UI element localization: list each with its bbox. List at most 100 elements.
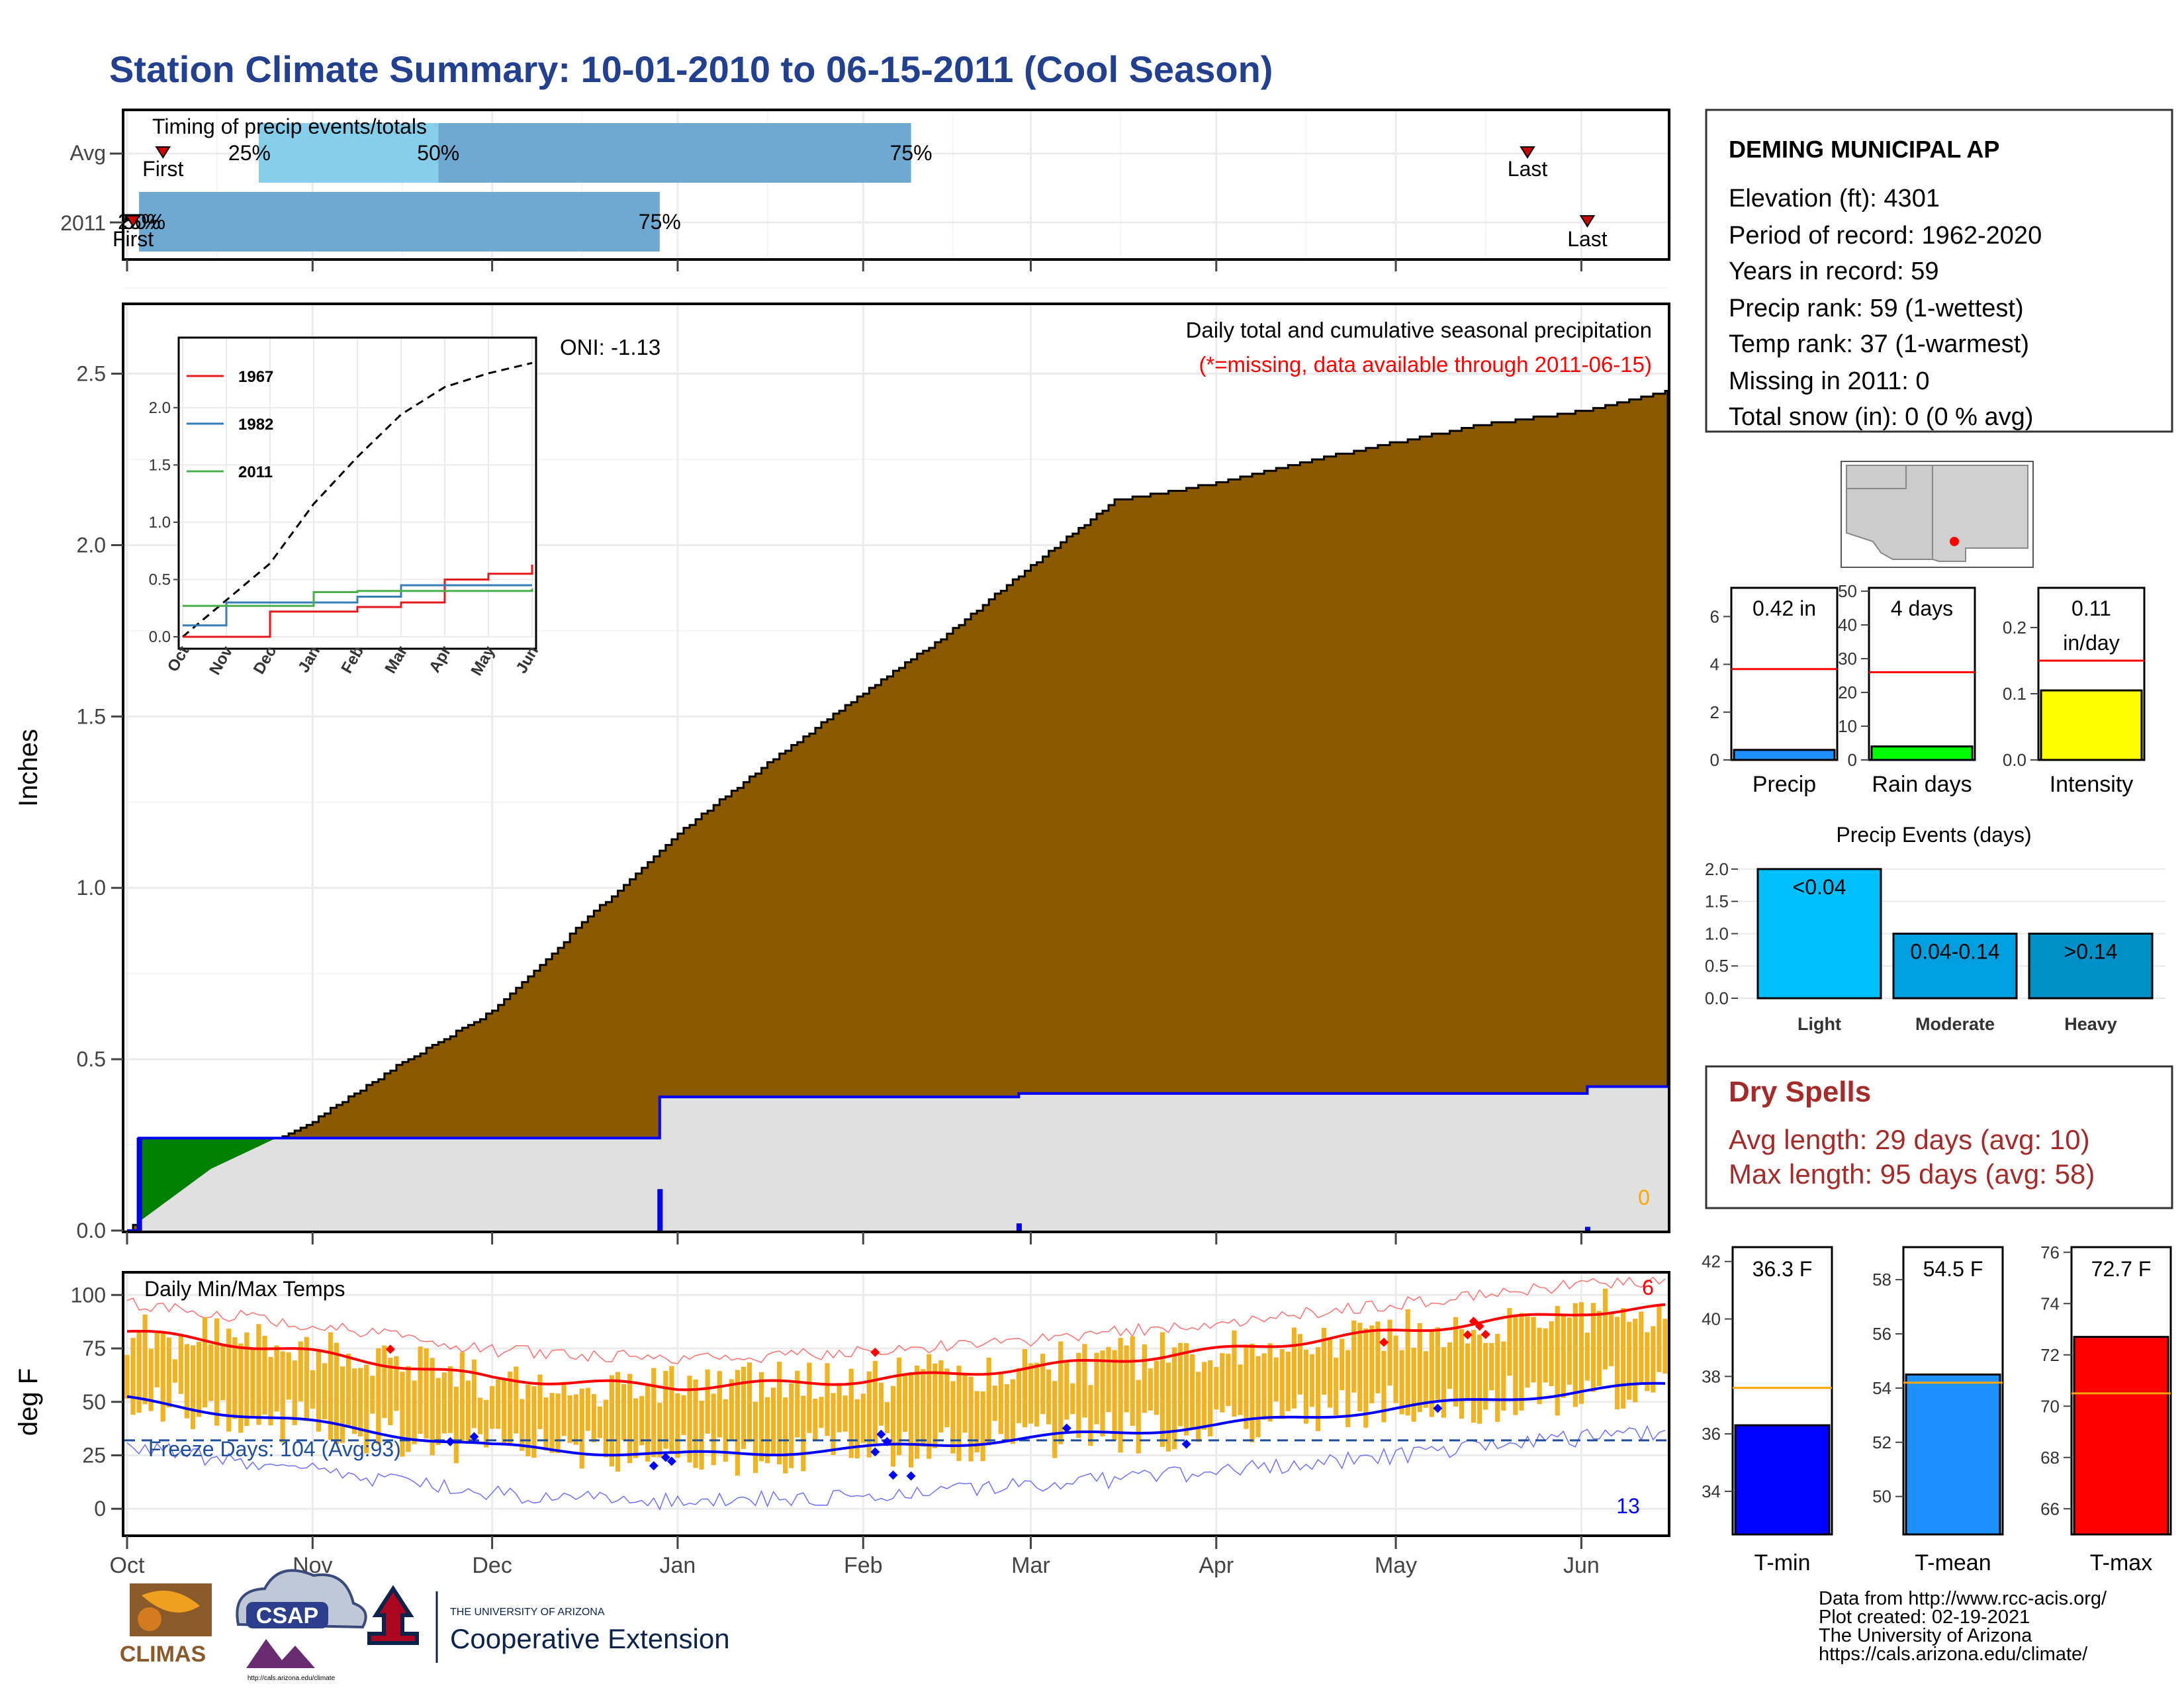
temps-y-tick-label: 50 bbox=[82, 1390, 106, 1414]
daily-temp-bar bbox=[1177, 1342, 1183, 1427]
inset-y-tick-label: 0.5 bbox=[149, 571, 171, 588]
precip-missing-count: 0 bbox=[1638, 1186, 1650, 1209]
daily-temp-bar bbox=[304, 1336, 309, 1421]
climas-logo-text: CLIMAS bbox=[120, 1642, 206, 1667]
footer-line-created: Plot created: 02-19-2021 bbox=[1819, 1607, 2030, 1628]
mini-bar-Intensity bbox=[2040, 689, 2143, 761]
record-min-line bbox=[126, 1425, 1666, 1511]
daily-temp-bar bbox=[286, 1352, 291, 1400]
daily-temp-bar bbox=[1124, 1345, 1129, 1413]
temp-value-label: 54.5 F bbox=[1923, 1257, 1983, 1281]
daily-temp-bar bbox=[1572, 1303, 1578, 1407]
precip-y-axis: 0.0 0.5 1.0 1.5 2.0 2.5 bbox=[77, 362, 1582, 1244]
daily-temp-bar bbox=[1345, 1350, 1351, 1428]
daily-temp-bar bbox=[567, 1395, 572, 1443]
daily-temp-bar bbox=[477, 1397, 483, 1434]
daily-temp-bar bbox=[1483, 1342, 1488, 1410]
daily-temp-bar bbox=[1220, 1353, 1225, 1413]
ua-small-text: THE UNIVERSITY OF ARIZONA bbox=[450, 1607, 605, 1618]
events-y-tick-label: 0.0 bbox=[1705, 988, 1729, 1008]
daily-temp-bar bbox=[1477, 1335, 1482, 1424]
daily-temp-bar bbox=[1309, 1354, 1315, 1407]
daily-temp-bar bbox=[705, 1369, 710, 1434]
daily-temp-bar bbox=[639, 1395, 645, 1446]
temp-y-tick-label: 56 bbox=[1872, 1324, 1891, 1344]
daily-temp-bar bbox=[1489, 1342, 1494, 1391]
temps-ylabel: deg F bbox=[14, 1368, 43, 1436]
daily-temp-bar bbox=[1226, 1353, 1231, 1407]
daily-temp-bar bbox=[1543, 1328, 1548, 1383]
daily-temp-bar bbox=[1602, 1288, 1608, 1370]
avg-max-line bbox=[126, 1303, 1666, 1391]
avg-last-marker bbox=[1520, 146, 1535, 159]
y2011-last-marker bbox=[1579, 215, 1596, 228]
daily-temp-bar bbox=[1028, 1363, 1034, 1424]
daily-temp-bar bbox=[148, 1348, 154, 1411]
daily-temp-bar bbox=[1363, 1328, 1369, 1428]
daily-temp-bar bbox=[184, 1344, 190, 1419]
station-line-temp-rank: Temp rank: 37 (1-warmest) bbox=[1729, 330, 2029, 358]
record-min-marker bbox=[1062, 1423, 1071, 1433]
daily-temp-bar bbox=[1662, 1319, 1668, 1374]
daily-temp-bar bbox=[502, 1380, 507, 1446]
daily-temp-bar bbox=[465, 1380, 471, 1444]
daily-temp-bar bbox=[1118, 1338, 1123, 1453]
daily-temp-bar bbox=[340, 1366, 345, 1443]
daily-temp-bar bbox=[490, 1385, 495, 1429]
y2011-q2-q3-bar bbox=[139, 192, 660, 252]
temps-x-tick-label: Apr bbox=[1199, 1553, 1234, 1578]
daily-temp-bar bbox=[669, 1366, 674, 1453]
mini-value-label: in/day bbox=[2063, 631, 2119, 655]
daily-temp-bar bbox=[166, 1337, 171, 1408]
daily-temp-bar bbox=[520, 1399, 525, 1451]
temps-y-tick-label: 100 bbox=[71, 1283, 106, 1307]
daily-temp-bar bbox=[1232, 1330, 1237, 1417]
precip-plot-area bbox=[127, 389, 1669, 1232]
daily-temp-bar bbox=[1519, 1313, 1524, 1411]
daily-temp-bar bbox=[825, 1363, 830, 1436]
daily-temp-bar bbox=[130, 1338, 136, 1415]
record-min-marker bbox=[649, 1461, 659, 1471]
temp-y-tick-label: 40 bbox=[1702, 1309, 1721, 1329]
daily-temp-bar bbox=[950, 1381, 956, 1454]
temps-plot-area bbox=[124, 1276, 1668, 1511]
record-min-marker bbox=[882, 1436, 892, 1446]
daily-temp-bar bbox=[1578, 1302, 1584, 1404]
daily-temp-bar bbox=[711, 1393, 716, 1466]
station-line-precip-rank: Precip rank: 59 (1-wettest) bbox=[1729, 295, 2024, 322]
climas-logo: CLIMAS bbox=[120, 1583, 212, 1667]
daily-temp-bar bbox=[717, 1371, 722, 1438]
temp-y-tick-label: 66 bbox=[2040, 1499, 2060, 1519]
daily-temp-bar bbox=[418, 1346, 423, 1434]
event-bar-label: >0.14 bbox=[2064, 939, 2118, 963]
daily-temp-bar bbox=[801, 1395, 806, 1472]
record-min-marker bbox=[870, 1447, 880, 1457]
record-max-marker bbox=[1475, 1321, 1484, 1331]
daily-temp-bar bbox=[310, 1370, 315, 1409]
daily-temp-bar bbox=[274, 1345, 279, 1412]
daily-temp-bar bbox=[866, 1371, 872, 1458]
daily-temp-bar bbox=[352, 1368, 357, 1434]
daily-temp-bar bbox=[723, 1399, 728, 1462]
daily-temp-bar bbox=[591, 1394, 596, 1442]
daily-precip-bar bbox=[1016, 1223, 1022, 1231]
temps-x-tick-label: Feb bbox=[844, 1553, 883, 1578]
daily-temp-bar bbox=[675, 1393, 680, 1458]
inset-y-tick-label: 1.0 bbox=[149, 514, 171, 532]
daily-temp-bar bbox=[1183, 1342, 1189, 1436]
daily-temp-bar bbox=[729, 1379, 734, 1441]
footer-line-university: The University of Arizona bbox=[1819, 1625, 2032, 1646]
daily-temp-bar bbox=[508, 1371, 513, 1444]
temp-value-label: 36.3 F bbox=[1752, 1257, 1813, 1281]
inset-legend-label: 1982 bbox=[238, 416, 273, 434]
daily-temp-bar bbox=[896, 1357, 902, 1456]
station-line-elevation: Elevation (ft): 4301 bbox=[1729, 185, 1940, 212]
daily-temp-bar bbox=[938, 1360, 944, 1433]
daily-temp-bar bbox=[1165, 1362, 1171, 1452]
mini-y-tick-label: 4 bbox=[1710, 655, 1719, 675]
daily-temp-bar bbox=[388, 1358, 393, 1426]
temps-x-tick-label: Dec bbox=[472, 1553, 512, 1578]
daily-temp-bar bbox=[771, 1387, 776, 1455]
y2011-first-marker bbox=[125, 215, 141, 228]
